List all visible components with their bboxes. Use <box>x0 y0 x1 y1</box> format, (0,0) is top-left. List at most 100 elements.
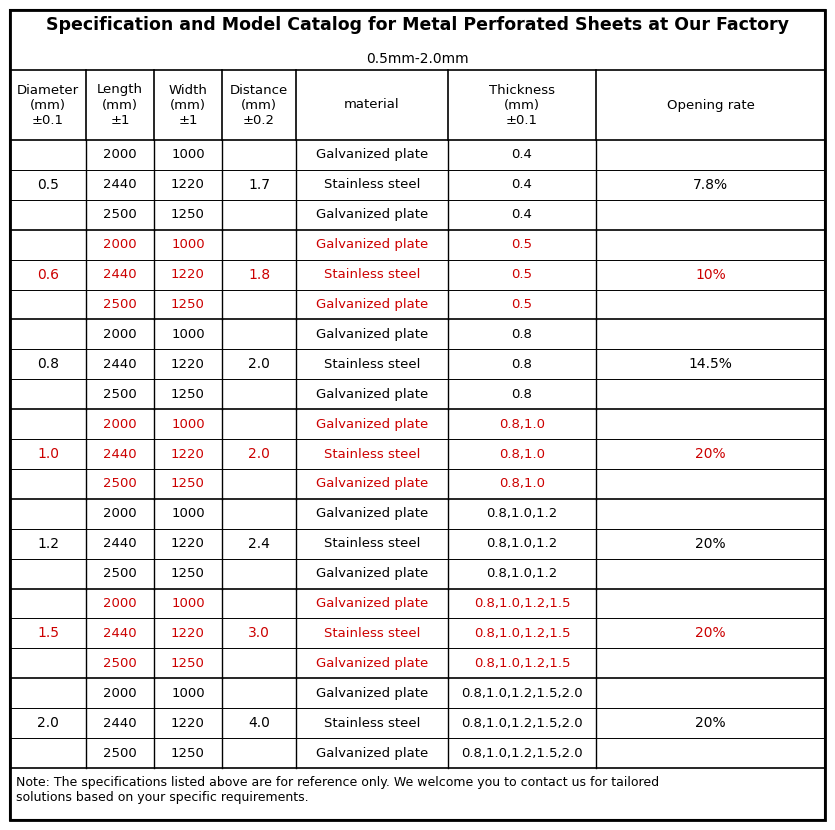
Text: Galvanized plate: Galvanized plate <box>316 388 428 401</box>
Text: 1.8: 1.8 <box>248 267 270 281</box>
Text: Stainless steel: Stainless steel <box>324 358 420 371</box>
Text: 0.8,1.0: 0.8,1.0 <box>499 417 545 431</box>
Text: 7.8%: 7.8% <box>693 178 728 192</box>
Text: 1000: 1000 <box>171 149 205 162</box>
Text: 1000: 1000 <box>171 238 205 251</box>
Text: Galvanized plate: Galvanized plate <box>316 477 428 491</box>
Text: 2500: 2500 <box>104 657 137 670</box>
Text: Galvanized plate: Galvanized plate <box>316 149 428 162</box>
Text: 20%: 20% <box>696 716 726 730</box>
Text: Galvanized plate: Galvanized plate <box>316 657 428 670</box>
Text: Stainless steel: Stainless steel <box>324 537 420 550</box>
Text: 4.0: 4.0 <box>248 716 270 730</box>
Text: 0.8,1.0,1.2,1.5,2.0: 0.8,1.0,1.2,1.5,2.0 <box>461 686 583 700</box>
Text: 20%: 20% <box>696 627 726 641</box>
Text: 0.8,1.0,1.2: 0.8,1.0,1.2 <box>486 537 558 550</box>
Text: 2000: 2000 <box>104 328 137 341</box>
Text: 1250: 1250 <box>171 298 205 311</box>
Text: 2440: 2440 <box>104 447 137 461</box>
Text: 1.5: 1.5 <box>37 627 59 641</box>
Text: 1250: 1250 <box>171 208 205 222</box>
Text: 0.8,1.0,1.2,1.5: 0.8,1.0,1.2,1.5 <box>473 597 570 610</box>
Text: 0.4: 0.4 <box>512 178 533 192</box>
Text: 1.0: 1.0 <box>37 447 59 461</box>
Text: 0.5: 0.5 <box>512 298 533 311</box>
Text: 0.8,1.0,1.2: 0.8,1.0,1.2 <box>486 567 558 580</box>
Text: Galvanized plate: Galvanized plate <box>316 328 428 341</box>
Text: 2.0: 2.0 <box>248 357 270 371</box>
Text: Stainless steel: Stainless steel <box>324 268 420 281</box>
Text: 2500: 2500 <box>104 746 137 759</box>
Text: 3.0: 3.0 <box>248 627 270 641</box>
Text: 0.5: 0.5 <box>37 178 59 192</box>
Text: 1250: 1250 <box>171 746 205 759</box>
Text: Galvanized plate: Galvanized plate <box>316 238 428 251</box>
Text: material: material <box>344 99 400 111</box>
Text: 0.8: 0.8 <box>512 358 533 371</box>
Text: 1220: 1220 <box>171 178 205 192</box>
Text: 2500: 2500 <box>104 298 137 311</box>
Text: Note: The specifications listed above are for reference only. We welcome you to : Note: The specifications listed above ar… <box>16 776 659 804</box>
Text: 2500: 2500 <box>104 388 137 401</box>
Text: 1220: 1220 <box>171 627 205 640</box>
Text: 1220: 1220 <box>171 716 205 730</box>
Text: 0.5mm-2.0mm: 0.5mm-2.0mm <box>367 52 468 66</box>
Text: 1250: 1250 <box>171 567 205 580</box>
Text: 1000: 1000 <box>171 686 205 700</box>
Text: 0.8,1.0,1.2,1.5,2.0: 0.8,1.0,1.2,1.5,2.0 <box>461 746 583 759</box>
Text: 1000: 1000 <box>171 597 205 610</box>
Text: Galvanized plate: Galvanized plate <box>316 417 428 431</box>
Text: Thickness
(mm)
±0.1: Thickness (mm) ±0.1 <box>489 84 555 126</box>
Text: 2.0: 2.0 <box>37 716 59 730</box>
Text: 0.8,1.0: 0.8,1.0 <box>499 477 545 491</box>
Text: 1220: 1220 <box>171 537 205 550</box>
Text: Galvanized plate: Galvanized plate <box>316 686 428 700</box>
Text: 1220: 1220 <box>171 447 205 461</box>
Text: 1.7: 1.7 <box>248 178 270 192</box>
Text: 2.0: 2.0 <box>248 447 270 461</box>
Text: 1250: 1250 <box>171 477 205 491</box>
Text: 2000: 2000 <box>104 149 137 162</box>
Text: 0.4: 0.4 <box>512 208 533 222</box>
Text: 2500: 2500 <box>104 208 137 222</box>
Text: 0.8: 0.8 <box>512 328 533 341</box>
Text: Galvanized plate: Galvanized plate <box>316 597 428 610</box>
Text: 14.5%: 14.5% <box>689 357 732 371</box>
Text: 2000: 2000 <box>104 417 137 431</box>
Text: 2.4: 2.4 <box>248 537 270 551</box>
Text: 0.8,1.0,1.2: 0.8,1.0,1.2 <box>486 507 558 520</box>
Text: 1.2: 1.2 <box>37 537 59 551</box>
Text: Galvanized plate: Galvanized plate <box>316 507 428 520</box>
Text: 0.8,1.0: 0.8,1.0 <box>499 447 545 461</box>
Text: 0.8,1.0,1.2,1.5: 0.8,1.0,1.2,1.5 <box>473 627 570 640</box>
Text: 2440: 2440 <box>104 537 137 550</box>
Text: 2000: 2000 <box>104 238 137 251</box>
Text: 0.8,1.0,1.2,1.5,2.0: 0.8,1.0,1.2,1.5,2.0 <box>461 716 583 730</box>
Text: Stainless steel: Stainless steel <box>324 716 420 730</box>
Text: Galvanized plate: Galvanized plate <box>316 298 428 311</box>
Text: Width
(mm)
±1: Width (mm) ±1 <box>169 84 207 126</box>
Text: 1250: 1250 <box>171 657 205 670</box>
Text: 0.5: 0.5 <box>512 268 533 281</box>
Text: 0.8,1.0,1.2,1.5: 0.8,1.0,1.2,1.5 <box>473 657 570 670</box>
Text: 0.4: 0.4 <box>512 149 533 162</box>
Text: 2440: 2440 <box>104 268 137 281</box>
Text: Opening rate: Opening rate <box>666 99 755 111</box>
Text: 2440: 2440 <box>104 716 137 730</box>
Text: Length
(mm)
±1: Length (mm) ±1 <box>97 84 143 126</box>
Text: 2440: 2440 <box>104 358 137 371</box>
Text: 2440: 2440 <box>104 178 137 192</box>
Text: Galvanized plate: Galvanized plate <box>316 746 428 759</box>
Text: 0.5: 0.5 <box>512 238 533 251</box>
Text: 0.6: 0.6 <box>37 267 59 281</box>
Text: 20%: 20% <box>696 537 726 551</box>
Text: Stainless steel: Stainless steel <box>324 627 420 640</box>
Text: 2500: 2500 <box>104 567 137 580</box>
Text: 2440: 2440 <box>104 627 137 640</box>
Text: 2500: 2500 <box>104 477 137 491</box>
Text: 1250: 1250 <box>171 388 205 401</box>
Text: 1220: 1220 <box>171 358 205 371</box>
Text: Stainless steel: Stainless steel <box>324 447 420 461</box>
Text: 10%: 10% <box>695 267 726 281</box>
Text: 2000: 2000 <box>104 507 137 520</box>
